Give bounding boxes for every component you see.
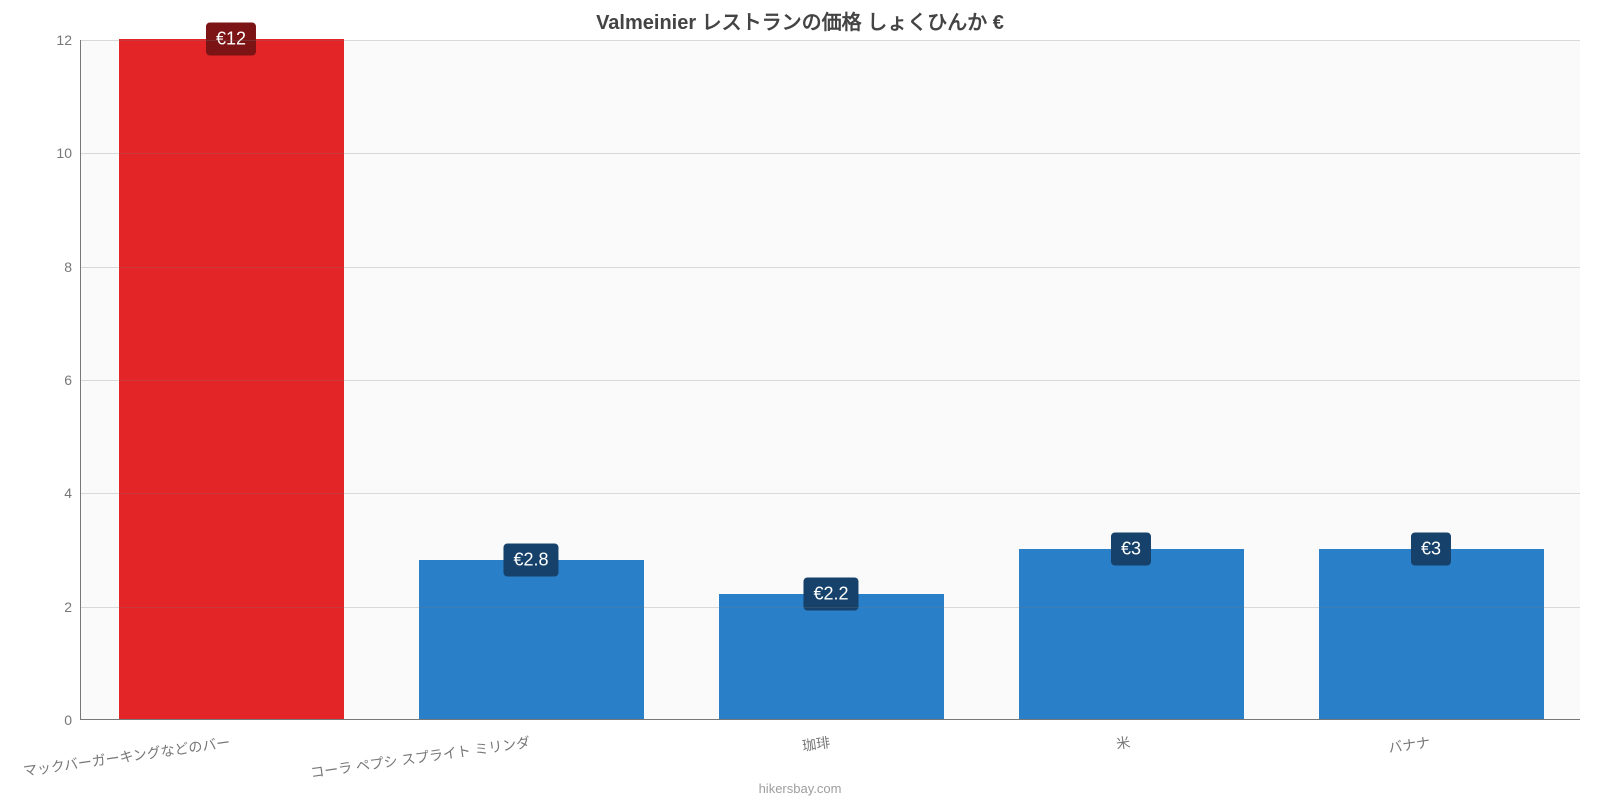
x-axis-labels: マックバーガーキングなどのバーコーラ ペプシ スプライト ミリンダ珈琲米バナナ — [80, 724, 1580, 774]
bar — [719, 594, 944, 719]
gridline — [81, 380, 1580, 381]
gridline — [81, 267, 1580, 268]
y-tick-label: 12 — [12, 32, 72, 48]
gridline — [81, 493, 1580, 494]
bar-value-label: €2.8 — [503, 544, 558, 577]
bar-value-label: €3 — [1411, 533, 1451, 566]
bar — [1019, 549, 1244, 719]
y-tick-label: 2 — [12, 599, 72, 615]
x-tick-label: 珈琲 — [801, 732, 832, 756]
bar — [1319, 549, 1544, 719]
bar-value-label: €12 — [206, 23, 256, 56]
y-tick-label: 6 — [12, 372, 72, 388]
plot-area: €12€2.8€2.2€3€3 — [80, 40, 1580, 720]
chart-credit: hikersbay.com — [0, 781, 1600, 796]
gridline — [81, 607, 1580, 608]
x-tick-label: バナナ — [1387, 732, 1431, 758]
gridline — [81, 40, 1580, 41]
x-tick-label: コーラ ペプシ スプライト ミリンダ — [309, 732, 531, 783]
bar-value-label: €3 — [1111, 533, 1151, 566]
price-bar-chart: Valmeinier レストランの価格 しょくひんか € €12€2.8€2.2… — [0, 0, 1600, 800]
gridline — [81, 153, 1580, 154]
y-tick-label: 0 — [12, 712, 72, 728]
bar — [119, 39, 344, 719]
bar — [419, 560, 644, 719]
y-tick-label: 10 — [12, 145, 72, 161]
y-tick-label: 4 — [12, 485, 72, 501]
x-tick-label: マックバーガーキングなどのバー — [22, 732, 232, 781]
y-tick-label: 8 — [12, 259, 72, 275]
x-tick-label: 米 — [1115, 732, 1132, 754]
